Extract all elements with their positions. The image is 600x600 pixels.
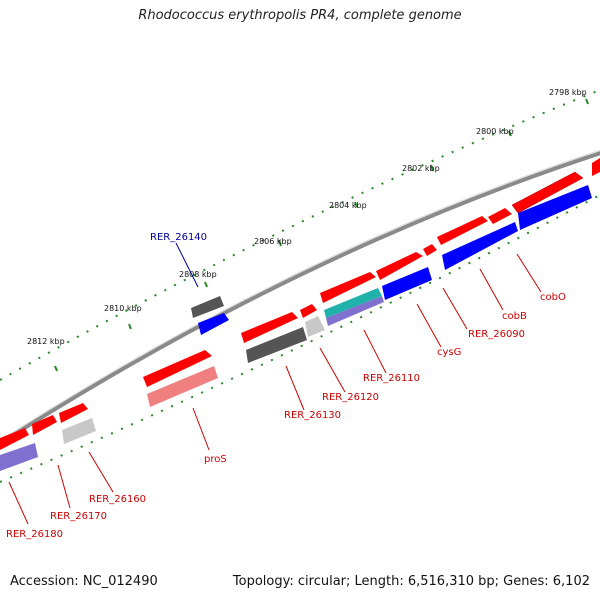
gene-cysG[interactable] — [423, 244, 437, 256]
label-RER_26110[interactable]: RER_26110 — [363, 373, 420, 384]
scale-label-2804: 2804 kbp — [329, 201, 367, 210]
gene-RER_26130-fwd[interactable] — [300, 304, 317, 318]
gene-RER_26110-lavender[interactable] — [326, 296, 384, 326]
label-RER_26160[interactable]: RER_26160 — [89, 494, 146, 505]
major-ticks — [54, 98, 589, 372]
gene-cobO[interactable] — [511, 171, 584, 214]
genome-summary-text: Topology: circular; Length: 6,516,310 bp… — [232, 574, 590, 589]
accession-text: Accession: NC_012490 — [10, 574, 158, 589]
label-RER_26170[interactable]: RER_26170 — [50, 511, 107, 522]
label-cobO[interactable]: cobO — [540, 292, 566, 303]
map-title: Rhodococcus erythropolis PR4, complete g… — [138, 8, 462, 23]
label-RER_26090[interactable]: RER_26090 — [468, 329, 525, 340]
label-RER_26140[interactable]: RER_26140 — [150, 232, 207, 243]
gene-RER_26110-teal[interactable] — [324, 288, 382, 318]
label-cobB[interactable]: cobB — [502, 311, 527, 322]
gene-RER_26170-lavender[interactable] — [0, 443, 38, 471]
scale-label-2798: 2798 kbp — [549, 88, 587, 97]
gene-cysG-rev[interactable] — [382, 267, 432, 300]
scale-label-2812: 2812 kbp — [27, 337, 65, 346]
gene-RER_26140-pseudo[interactable] — [191, 296, 224, 318]
gene-cobO-rev[interactable] — [518, 185, 592, 230]
gene-RER_26130-pseudo[interactable] — [246, 327, 307, 363]
genome-backbone-highlight — [0, 149, 600, 442]
leader-lines — [8, 242, 542, 525]
gene-left-3[interactable] — [0, 428, 29, 450]
gene-RER_26140-fwd[interactable] — [241, 312, 298, 343]
gene-RER_26120-fwd[interactable] — [320, 272, 376, 303]
genome-backbone — [0, 151, 600, 446]
scale-label-2800: 2800 kbp — [476, 127, 514, 136]
gene-cobB-rev[interactable] — [442, 222, 518, 270]
label-proS[interactable]: proS — [204, 454, 227, 465]
label-RER_26120[interactable]: RER_26120 — [322, 392, 379, 403]
label-RER_26130[interactable]: RER_26130 — [284, 410, 341, 421]
gene-left-2[interactable] — [32, 415, 57, 435]
gene-RER_26090[interactable] — [437, 216, 488, 245]
gene-proS-pink[interactable] — [147, 366, 218, 407]
forward-genes — [0, 158, 600, 450]
scale-label-2808: 2808 kbp — [179, 270, 217, 279]
scale-label-2802: 2802 kbp — [402, 164, 440, 173]
label-cysG[interactable]: cysG — [437, 347, 461, 358]
gene-cobB[interactable] — [488, 208, 512, 224]
scale-label-2810: 2810 kbp — [104, 304, 142, 313]
gene-far-right[interactable] — [592, 158, 600, 176]
gene-RER_26140-rev[interactable] — [198, 313, 229, 335]
gene-proS-fwd[interactable] — [143, 350, 212, 387]
gene-RER_26110[interactable] — [376, 252, 423, 280]
gene-left-1[interactable] — [59, 403, 88, 423]
label-RER_26180[interactable]: RER_26180 — [6, 529, 63, 540]
scale-label-2806: 2806 kbp — [254, 237, 292, 246]
reverse-genes — [0, 185, 592, 471]
scale-ring-inner — [0, 194, 600, 483]
gene-RER_26160-trna[interactable] — [62, 418, 96, 444]
gene-RER_26120-trna[interactable] — [305, 316, 325, 337]
